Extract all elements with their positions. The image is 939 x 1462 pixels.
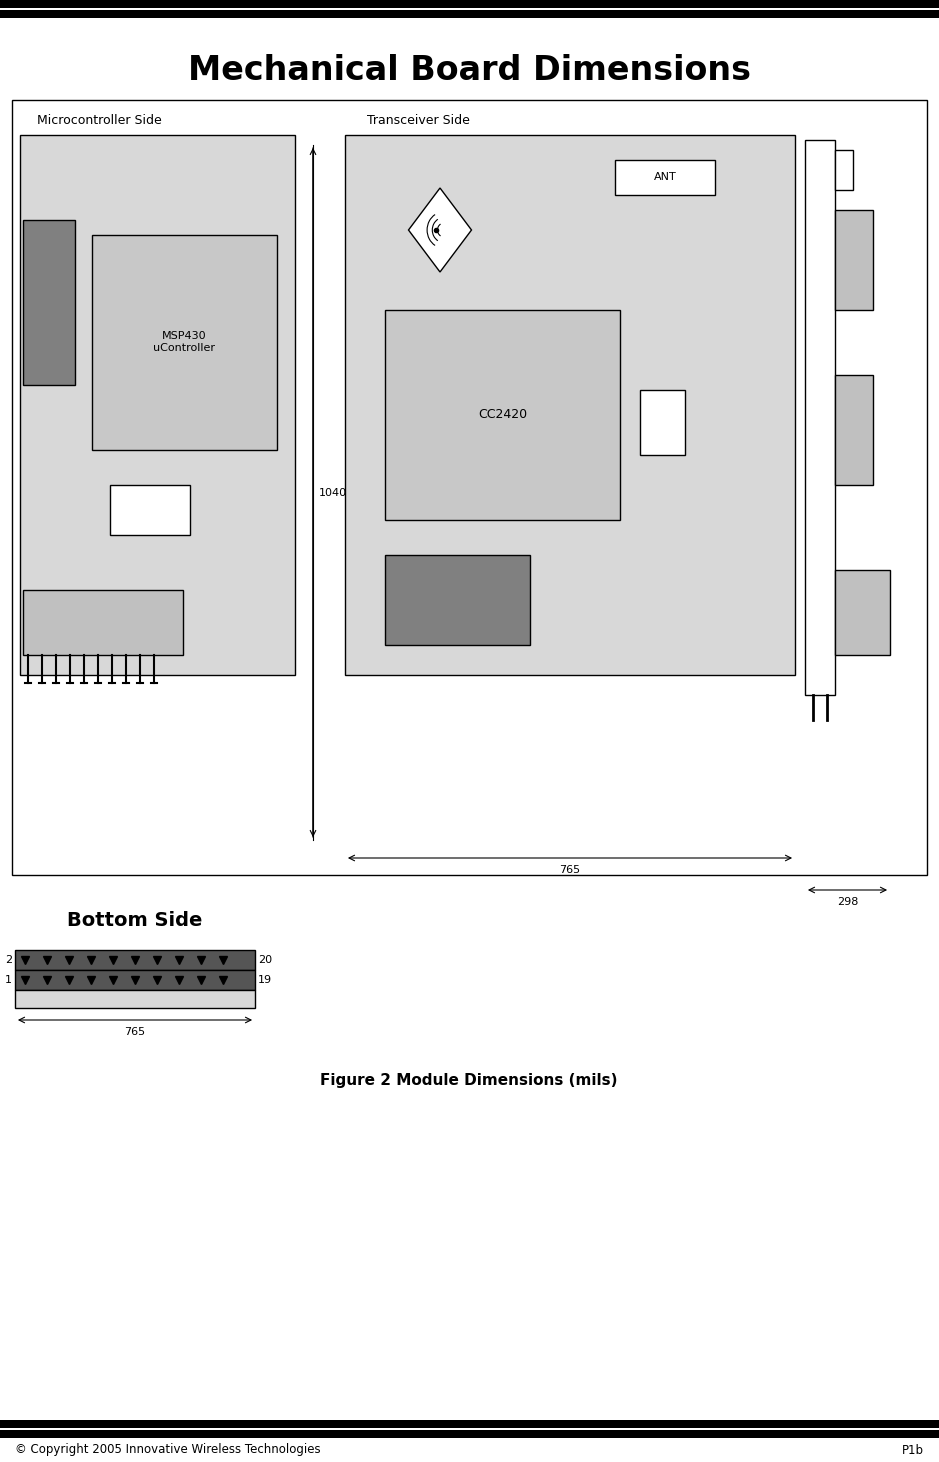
Bar: [385, 556, 530, 645]
Bar: [15, 990, 255, 1007]
Bar: [805, 140, 835, 694]
Bar: [12, 99, 927, 874]
Text: 2: 2: [5, 955, 12, 965]
Text: Bottom Side: Bottom Side: [67, 911, 203, 930]
Bar: [92, 235, 277, 450]
Bar: [0, 7, 939, 10]
Text: 298: 298: [837, 898, 858, 906]
Polygon shape: [408, 189, 471, 272]
Bar: [23, 591, 183, 655]
Text: 765: 765: [125, 1026, 146, 1037]
Bar: [0, 0, 939, 7]
Text: Mechanical Board Dimensions: Mechanical Board Dimensions: [188, 54, 750, 86]
Text: 1040: 1040: [319, 487, 347, 497]
Text: Microcontroller Side: Microcontroller Side: [37, 114, 162, 127]
Bar: [0, 1420, 939, 1428]
Text: MSP430
uController: MSP430 uController: [153, 332, 215, 352]
Text: 20: 20: [258, 955, 272, 965]
Text: 765: 765: [560, 866, 580, 874]
Bar: [835, 570, 890, 655]
Bar: [0, 1430, 939, 1439]
Text: Transceiver Side: Transceiver Side: [367, 114, 470, 127]
Text: 1: 1: [5, 975, 12, 985]
Bar: [110, 485, 190, 535]
Text: CC2420: CC2420: [478, 408, 527, 421]
Bar: [835, 211, 873, 310]
Bar: [15, 969, 255, 990]
Text: 19: 19: [258, 975, 272, 985]
Bar: [20, 135, 295, 675]
Bar: [615, 159, 715, 194]
Bar: [835, 374, 873, 485]
Bar: [23, 219, 75, 385]
Bar: [0, 10, 939, 18]
Bar: [385, 310, 620, 520]
Text: P1b: P1b: [902, 1443, 924, 1456]
Text: ANT: ANT: [654, 173, 676, 181]
Bar: [0, 1428, 939, 1430]
Text: © Copyright 2005 Innovative Wireless Technologies: © Copyright 2005 Innovative Wireless Tec…: [15, 1443, 320, 1456]
Text: Figure 2 Module Dimensions (mils): Figure 2 Module Dimensions (mils): [320, 1073, 618, 1088]
Bar: [15, 950, 255, 969]
Bar: [835, 151, 853, 190]
Bar: [640, 390, 685, 455]
Bar: [345, 135, 795, 675]
